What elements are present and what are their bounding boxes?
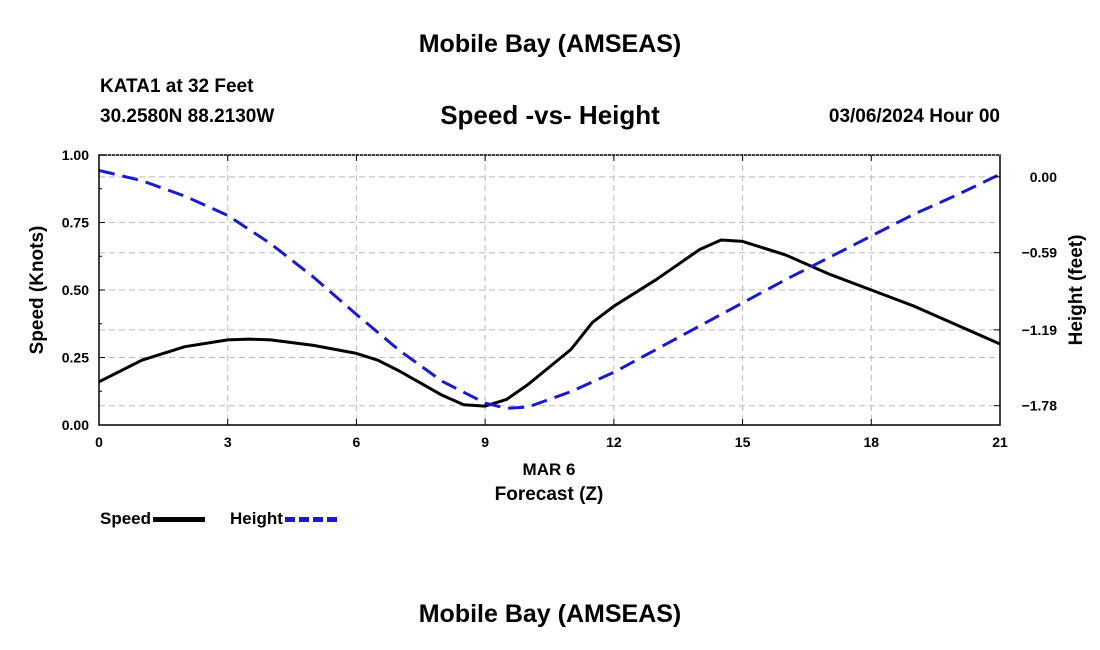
- series-line-height: [98, 168, 1001, 410]
- station-coordinates: 30.2580N 88.2130W: [100, 106, 275, 127]
- legend-swatch-speed: [153, 516, 206, 522]
- y2-tick-label: −1.19: [1022, 322, 1058, 338]
- x-tick-label: 9: [481, 434, 489, 450]
- series-line-speed: [98, 238, 1001, 408]
- x-tick-label: 15: [735, 434, 751, 450]
- x-axis-label: Forecast (Z): [495, 484, 604, 505]
- x-tick-label: 12: [606, 434, 622, 450]
- tick-layer: 0 3 6 9 12 15 18 21 0.00 0.25 0.50 0.75 1.00 0.00 −0.5…: [62, 147, 1057, 450]
- x-tick-label: 21: [992, 434, 1008, 450]
- legend-label-height: Height: [230, 509, 283, 528]
- x-tick-label: 6: [353, 434, 361, 450]
- page-title: Mobile Bay (AMSEAS): [418, 30, 682, 58]
- x-tick-label: 3: [224, 434, 232, 450]
- y2-tick-label: 0.00: [1030, 169, 1057, 185]
- legend-item-speed: Speed: [100, 509, 206, 529]
- legend-swatch-height: [284, 516, 337, 522]
- x-tick-label: 0: [95, 434, 103, 450]
- forecast-timestamp: 03/06/2024 Hour 00: [828, 106, 1000, 127]
- x-tick-label: 18: [863, 434, 879, 450]
- station-label: KATA1 at 32 Feet: [100, 76, 254, 97]
- footer-title: Mobile Bay (AMSEAS): [418, 600, 682, 628]
- y-tick-label: 0.75: [62, 215, 89, 231]
- y-tick-label: 1.00: [62, 147, 89, 163]
- series-layer: [98, 168, 1001, 410]
- chart-title: Speed -vs- Height: [440, 100, 660, 130]
- y2-axis-label: Height (feet): [1066, 235, 1087, 346]
- y-tick-label: 0.25: [62, 350, 89, 366]
- y2-tick-label: −1.78: [1022, 398, 1058, 414]
- legend-label-speed: Speed: [100, 509, 152, 528]
- y-tick-label: 0.50: [62, 282, 89, 298]
- y-tick-label: 0.00: [62, 417, 89, 433]
- legend-item-height: Height: [230, 509, 337, 529]
- x-axis-date-label: MAR 6: [523, 460, 576, 479]
- y2-tick-label: −0.59: [1022, 245, 1058, 261]
- grid-lines: [99, 155, 1000, 425]
- y-axis-label: Speed (Knots): [27, 226, 48, 355]
